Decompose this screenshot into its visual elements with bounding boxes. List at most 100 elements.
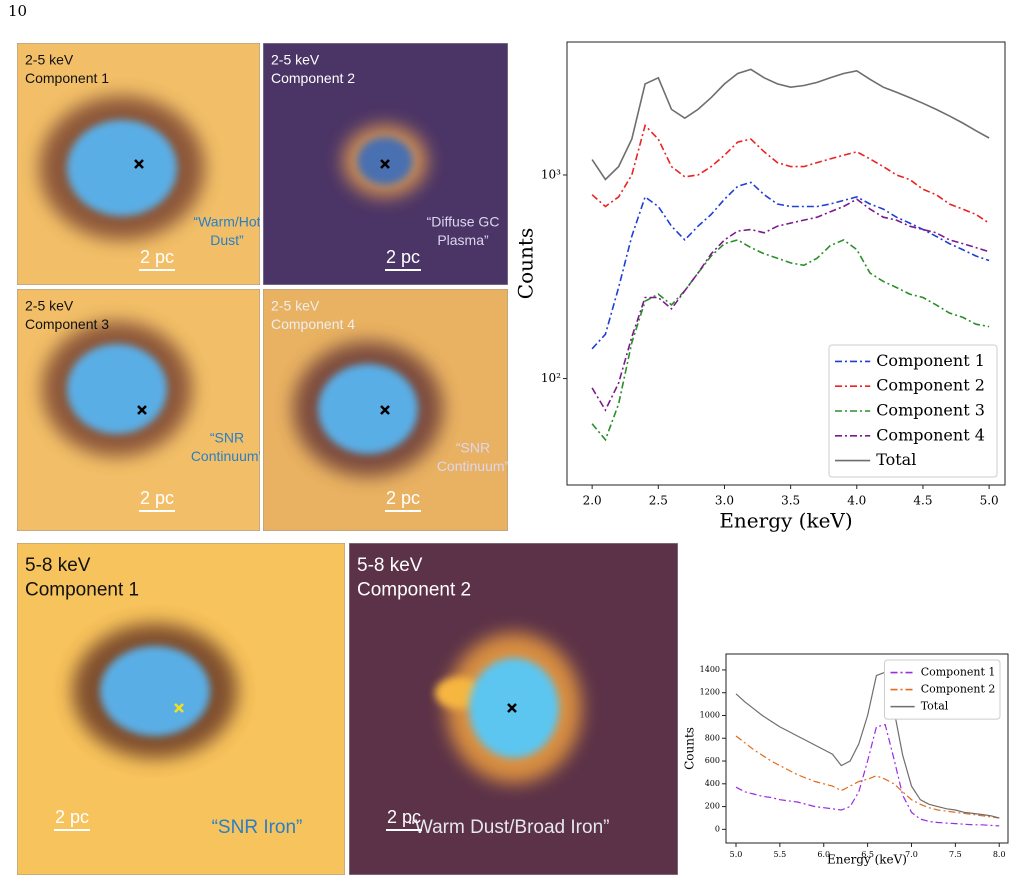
legend-box [828,344,998,478]
panel-image: 5-8 keV Component 1 “SNR Iron” 2 pc [17,543,345,875]
x-tick-label: 3.5 [781,494,800,508]
legend-label: Component 4 [876,425,985,444]
annotation: Continuum” [191,448,264,464]
legend-label: Component 2 [876,376,985,395]
marker [174,703,184,713]
y-tick-label: 1000 [700,710,720,719]
component-label: Component 3 [25,316,109,332]
x-tick-label: 2.0 [583,494,602,508]
legend-label: Total [921,700,949,713]
y-tick-label: 10³ [541,167,561,181]
y-tick-label: 800 [705,733,720,742]
core [67,120,177,216]
series-line [591,123,990,224]
marker [507,703,517,713]
plot-frame [566,41,1006,486]
legend-label: Component 1 [921,666,996,679]
legend-label: Component 2 [921,683,996,696]
x-tick-label: 6.5 [861,850,874,859]
annotation: “SNR Iron” [212,817,303,838]
band-label: 2-5 keV [25,52,74,68]
series-line [735,735,1000,819]
annotation: “Diffuse GC [427,214,500,230]
panel-image: 2-5 keV Component 3 “SNR Continuum” 2 pc [17,289,264,531]
band-label: 5-8 keV [357,555,423,576]
annotation: Plasma” [437,232,489,248]
component-label: Component 1 [25,580,139,601]
core [67,344,167,434]
plot-frame [725,653,1009,844]
marker [134,159,144,169]
y-axis-label: Counts [514,228,538,299]
annotation: “SNR [210,430,244,446]
x-axis-label: Energy (keV) [719,509,852,533]
image-panel: 5-8 keV Component 1 “SNR Iron” 2 pc [17,543,345,875]
y-tick-label: 1400 [700,665,720,674]
annotation: “Warm Dust/Broad Iron” [409,817,610,838]
panel-image: 2-5 keV Component 2 “Diffuse GC Plasma” 2 pc [263,43,508,285]
annotation: Dust” [210,232,244,248]
image-panel: 2-5 keV Component 1 “Warm/Hot Dust” 2 pc [17,43,260,285]
y-axis-label: Counts [683,727,697,770]
x-tick-label: 5.5 [774,850,787,859]
y-tick-label: 10² [541,371,561,385]
core [357,137,413,185]
series-line [735,723,1000,827]
x-tick-label: 4.0 [847,494,866,508]
scale-label: 2 pc [387,807,421,827]
scale-label: 2 pc [55,807,89,827]
legend-box [884,659,1001,720]
y-tick-label: 0 [715,824,720,833]
x-axis-label: Energy (keV) [827,853,907,867]
x-tick-label: 3.0 [715,494,734,508]
series-line [591,68,990,181]
scale-label: 2 pc [386,247,420,267]
y-tick-label: 600 [705,756,720,765]
x-tick-label: 2.5 [649,494,668,508]
component-label: Component 1 [25,70,109,86]
panel-image: 2-5 keV Component 4 “SNR Continuum” 2 pc [263,289,508,531]
scale-label: 2 pc [140,488,174,508]
marker [380,405,390,415]
x-tick-label: 7.5 [949,850,962,859]
series-line [591,181,990,350]
band-label: 2-5 keV [25,298,74,314]
marker [137,405,147,415]
legend-label: Component 1 [876,351,985,370]
annotation: “SNR [456,440,490,456]
series-line [591,198,990,412]
x-tick-label: 7.0 [905,850,918,859]
image-panel: 2-5 keV Component 3 “SNR Continuum” 2 pc [17,289,264,531]
image-panel: 2-5 keV Component 4 “SNR Continuum” 2 pc [263,289,508,531]
image-panel: 2-5 keV Component 2 “Diffuse GC Plasma” 2 pc [263,43,508,285]
series-line [735,671,1000,819]
component-label: Component 2 [271,70,355,86]
panel-image: 2-5 keV Component 1 “Warm/Hot Dust” 2 pc [17,43,260,285]
x-tick-label: 5.0 [730,850,743,859]
component-label: Component 4 [271,316,355,332]
y-tick-label: 1200 [700,688,720,697]
panel-image: 5-8 keV Component 2 “Warm Dust/Broad Iron”… [349,543,678,875]
image-panel: 5-8 keV Component 2 “Warm Dust/Broad Iron”… [349,543,678,875]
component-label: Component 2 [357,580,471,601]
x-tick-label: 5.0 [980,494,999,508]
x-tick-label: 6.0 [817,850,830,859]
marker [380,159,390,169]
y-tick-label: 200 [705,802,720,811]
core [100,646,210,736]
band-label: 2-5 keV [271,298,320,314]
core [469,658,559,758]
series-line [591,238,990,442]
band-label: 5-8 keV [25,555,91,576]
scale-label: 2 pc [386,488,420,508]
annotation: “Warm/Hot [193,214,260,230]
legend-label: Component 3 [876,401,985,420]
band-label: 2-5 keV [271,52,320,68]
page-number: 10 [8,2,27,20]
y-tick-label: 400 [705,779,720,788]
legend-label: Total [876,450,916,469]
x-tick-label: 8.0 [993,850,1006,859]
x-tick-label: 4.5 [913,494,932,508]
scale-label: 2 pc [140,247,174,267]
